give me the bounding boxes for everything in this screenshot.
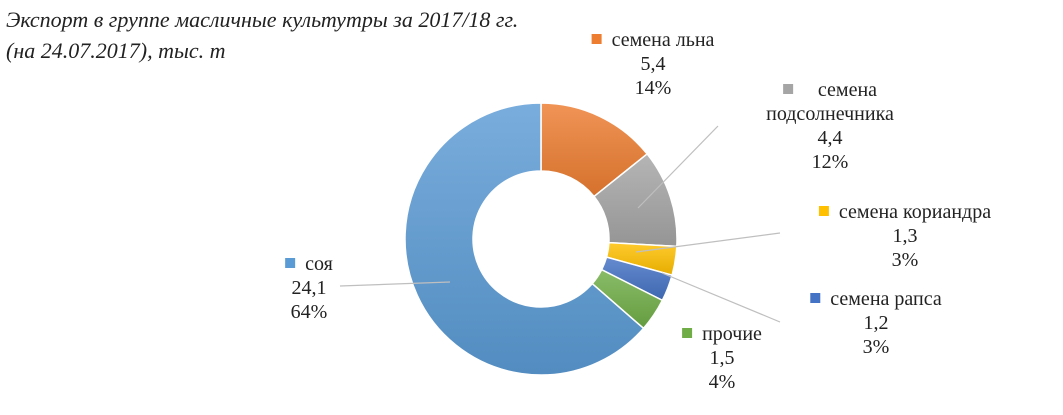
data-label-soy: соя 24,1 64% [285, 252, 333, 324]
donut-slice-soy [404, 102, 645, 376]
leader-line-soy [339, 281, 451, 287]
data-label-category: семена подсолнечника [766, 79, 894, 125]
data-label-value: 1,2 [863, 312, 889, 334]
legend-key-swatch [782, 84, 793, 94]
data-label-percent: 64% [290, 301, 328, 323]
legend-key-swatch [285, 258, 296, 268]
data-label-category: семена кориандра [818, 200, 991, 224]
data-label-category: соя [285, 252, 333, 276]
chart-title-line-2: (на 24.07.2017), тыс. т [6, 38, 226, 63]
data-label-category: прочие [682, 322, 762, 346]
data-label-percent: 14% [634, 77, 672, 99]
chart-title-line-1: Экспорт в группе масличные культутры за … [6, 7, 519, 32]
data-label-percent: 3% [891, 249, 919, 271]
data-label-value: 5,4 [640, 53, 666, 75]
leader-line-coriander [635, 232, 781, 253]
data-label-rapeseed: семена рапса 1,2 3% [810, 287, 942, 359]
data-label-flax: семена льна 5,4 14% [591, 28, 714, 100]
data-label-category: семена рапса [810, 287, 942, 311]
legend-key-swatch [810, 293, 821, 303]
data-label-value: 1,5 [709, 347, 735, 369]
data-label-coriander: семена кориандра 1,3 3% [818, 200, 991, 272]
data-label-category: семена льна [591, 28, 714, 52]
legend-key-swatch [591, 34, 602, 44]
leader-line-rapeseed [661, 272, 781, 323]
data-label-percent: 12% [811, 151, 849, 173]
data-label-value: 1,3 [892, 225, 918, 247]
data-label-percent: 3% [862, 336, 890, 358]
data-label-percent: 4% [708, 371, 736, 393]
data-label-other: прочие 1,5 4% [682, 322, 762, 394]
data-label-value: 24,1 [291, 277, 327, 299]
leader-line-sunflower [637, 125, 719, 209]
legend-key-swatch [818, 206, 829, 216]
legend-key-swatch [682, 328, 693, 338]
chart-title: Экспорт в группе масличные культутры за … [6, 4, 566, 66]
data-label-sunflower: семена подсолнечника 4,4 12% [766, 78, 894, 174]
data-label-value: 4,4 [817, 127, 843, 149]
